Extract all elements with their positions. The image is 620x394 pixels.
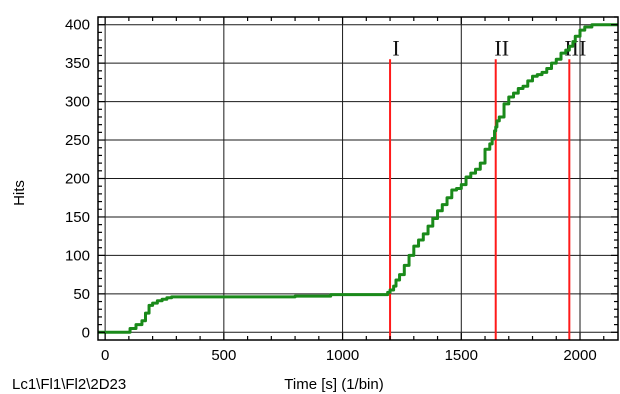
y-tick-label-3: 150 bbox=[65, 209, 90, 226]
y-tick-label-5: 250 bbox=[65, 132, 90, 149]
series-line-0 bbox=[98, 23, 618, 334]
x-tick-label-4: 2000 bbox=[563, 347, 596, 364]
x-tick-label-1: 500 bbox=[211, 347, 236, 364]
y-tick-label-0: 0 bbox=[82, 324, 90, 341]
y-tick-label-8: 400 bbox=[65, 17, 90, 34]
marker-label-3: III bbox=[564, 35, 586, 60]
y-tick-label-6: 300 bbox=[65, 94, 90, 111]
y-tick-label-2: 100 bbox=[65, 247, 90, 264]
y-tick-label-7: 350 bbox=[65, 55, 90, 72]
marker-label-1: I bbox=[392, 35, 399, 60]
x-tick-label-0: 0 bbox=[101, 347, 109, 364]
y-tick-label-4: 200 bbox=[65, 171, 90, 188]
y-tick-label-1: 50 bbox=[73, 286, 90, 303]
x-tick-label-3: 1500 bbox=[445, 347, 478, 364]
footer-label: Lc1\Fl1\Fl2\2D23 bbox=[12, 376, 126, 393]
x-tick-label-2: 1000 bbox=[326, 347, 359, 364]
series-layer bbox=[98, 23, 618, 334]
marker-label-2: II bbox=[494, 35, 509, 60]
y-axis-title: Hits bbox=[11, 180, 28, 206]
x-axis-title: Time [s] (1/bin) bbox=[284, 376, 383, 393]
marker-layer: I II III bbox=[389, 35, 586, 340]
axis-layer: 0 500 1000 1500 2000 0 50 100 150 200 250 300 350 400 bbox=[65, 16, 619, 364]
grid-layer bbox=[98, 17, 618, 340]
